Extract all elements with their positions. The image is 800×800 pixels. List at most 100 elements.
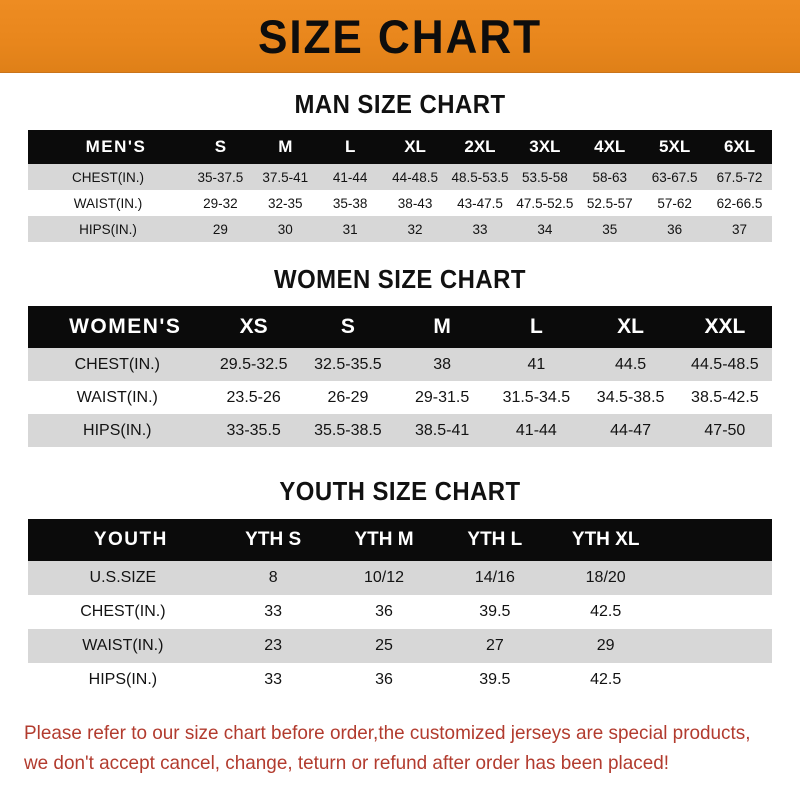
disclaimer-line-2: we don't accept cancel, change, teturn o… [24, 751, 670, 774]
youth-size-header-empty [661, 519, 772, 561]
man-cell: 33 [472, 221, 488, 237]
women-cell: 33-35.5 [226, 421, 281, 439]
table-row: CHEST(IN.) 33 36 39.5 42.5 [28, 595, 772, 629]
man-header-label: MEN'S [85, 137, 147, 156]
youth-cell: 36 [375, 603, 393, 620]
women-table-header-row: WOMEN'S XS S M L XL XXL [28, 306, 772, 348]
women-cell: 38 [433, 355, 452, 373]
man-cell: 48.5-53.5 [451, 169, 509, 185]
youth-size-table: YOUTH YTH S YTH M YTH L YTH XL U.S.SIZE 8 10/… [28, 519, 772, 697]
man-size-header-1: S [214, 137, 227, 156]
table-row: HIPS(IN.) 33-35.5 35.5-38.5 38.5-41 41-44 44-… [28, 414, 772, 447]
man-table-header-row: MEN'S S M L XL 2XL 3XL 4XL 5XL 6XL [28, 130, 772, 164]
youth-header-label: YOUTH [93, 529, 168, 550]
man-size-header-5: 2XL [464, 137, 496, 156]
man-cell: 30 [277, 221, 293, 237]
youth-cell: 18/20 [585, 569, 626, 586]
women-size-header-3: M [433, 315, 451, 338]
women-cell: 44.5 [615, 355, 647, 373]
youth-cell: 10/12 [363, 569, 405, 586]
table-row: WAIST(IN.) 23.5-26 26-29 29-31.5 31.5-34.5 34… [28, 381, 772, 414]
women-cell: 41-44 [515, 421, 557, 439]
table-row: CHEST(IN.) 35-37.5 37.5-41 41-44 44-48.5 48.5… [28, 164, 772, 190]
youth-cell: 25 [375, 637, 393, 654]
youth-size-header-2: YTH M [354, 529, 414, 550]
man-row-label: WAIST(IN.) [73, 195, 143, 211]
table-row: HIPS(IN.) 33 36 39.5 42.5 [28, 663, 772, 697]
man-cell: 38-43 [397, 195, 433, 211]
disclaimer-line-1: Please refer to our size chart before or… [24, 722, 751, 744]
man-cell: 62-66.5 [716, 195, 763, 211]
man-cell: 32 [407, 221, 423, 237]
man-cell: 35-38 [332, 195, 368, 211]
man-cell: 35-37.5 [197, 169, 244, 185]
youth-cell: 36 [375, 671, 393, 688]
youth-size-header-3: YTH L [467, 529, 523, 550]
man-cell: 53.5-58 [521, 169, 568, 185]
youth-cell: 27 [485, 637, 504, 654]
man-cell: 32-35 [268, 195, 303, 211]
man-cell: 63-67.5 [651, 169, 698, 185]
youth-cell: 39.5 [479, 671, 511, 688]
banner: SIZE CHART [0, 0, 800, 73]
women-cell: 23.5-26 [226, 388, 281, 406]
women-row-label: CHEST(IN.) [74, 355, 160, 373]
table-row: CHEST(IN.) 29.5-32.5 32.5-35.5 38 41 44.5 44.5… [28, 348, 772, 381]
women-size-header-5: XL [617, 315, 645, 338]
man-section-title: MAN SIZE CHART [294, 89, 506, 119]
women-cell: 38.5-42.5 [691, 388, 759, 406]
youth-cell-empty [661, 629, 772, 663]
women-cell: 34.5-38.5 [596, 388, 665, 406]
table-row: WAIST(IN.) 29-32 32-35 35-38 38-43 43-47.5 47.… [28, 190, 772, 216]
man-size-header-6: 3XL [529, 137, 561, 156]
youth-cell-empty [661, 663, 772, 697]
youth-cell: 42.5 [590, 671, 622, 688]
banner-title: SIZE CHART [258, 9, 542, 63]
women-size-header-2: S [340, 315, 355, 338]
man-size-header-2: M [278, 137, 293, 156]
youth-cell: 8 [268, 569, 278, 586]
man-cell: 35 [602, 221, 618, 237]
man-size-header-9: 6XL [723, 137, 756, 156]
man-cell: 34 [537, 221, 553, 237]
women-cell: 26-29 [327, 388, 369, 406]
man-cell: 29 [212, 221, 228, 237]
man-cell: 44-48.5 [392, 169, 438, 185]
man-row-label: HIPS(IN.) [79, 221, 137, 237]
youth-cell: 14/16 [474, 569, 515, 586]
youth-cell: 23 [264, 637, 283, 654]
man-cell: 31 [342, 221, 358, 237]
women-section-title: WOMEN SIZE CHART [274, 264, 526, 294]
man-cell: 29-32 [203, 195, 238, 211]
women-cell: 32.5-35.5 [314, 355, 382, 373]
man-cell: 41-44 [332, 169, 368, 185]
women-row-label: HIPS(IN.) [83, 421, 152, 439]
youth-cell-empty [661, 561, 772, 595]
women-header-label: WOMEN'S [69, 315, 182, 338]
man-cell: 52.5-57 [586, 195, 633, 211]
women-size-header-1: XS [239, 315, 268, 338]
table-row: HIPS(IN.) 29 30 31 32 33 34 35 36 37 [28, 216, 772, 242]
man-cell: 36 [667, 221, 683, 237]
women-cell: 41 [527, 355, 546, 373]
women-row-label: WAIST(IN.) [76, 388, 158, 406]
man-cell: 37.5-41 [262, 169, 309, 185]
women-size-header-6: XXL [704, 315, 746, 338]
women-size-header-4: L [529, 315, 543, 338]
women-cell: 44-47 [610, 421, 652, 439]
table-row: U.S.SIZE 8 10/12 14/16 18/20 [28, 561, 772, 595]
man-row-label: CHEST(IN.) [71, 169, 144, 185]
women-cell: 47-50 [704, 421, 746, 439]
youth-row-label: HIPS(IN.) [88, 671, 158, 688]
man-size-header-8: 5XL [659, 137, 691, 156]
man-cell: 37 [732, 221, 748, 237]
youth-cell: 39.5 [479, 603, 511, 620]
man-size-header-3: L [344, 137, 356, 156]
women-cell: 29.5-32.5 [219, 355, 288, 373]
youth-section-title: YOUTH SIZE CHART [279, 476, 521, 506]
youth-cell-empty [661, 595, 772, 629]
youth-size-header-1: YTH S [245, 529, 302, 550]
youth-row-label: U.S.SIZE [89, 569, 157, 586]
women-cell: 31.5-34.5 [502, 388, 571, 406]
